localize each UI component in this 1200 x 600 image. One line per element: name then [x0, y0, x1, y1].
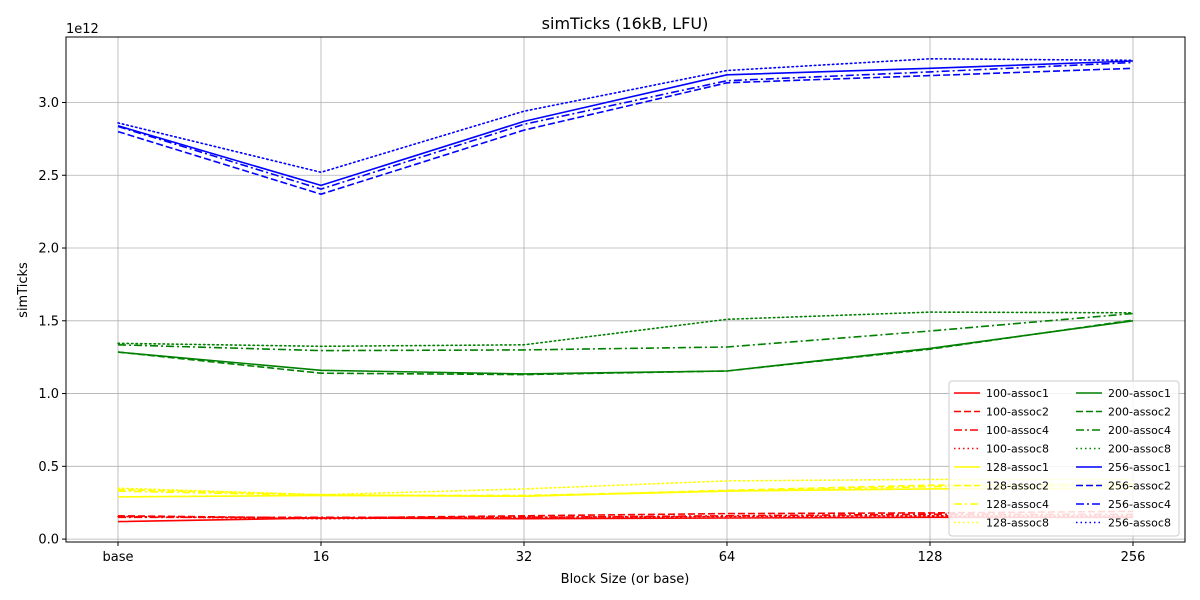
y-tick-label: 0.0 — [38, 533, 59, 548]
x-tick-label: 32 — [516, 550, 533, 565]
legend-label: 128-assoc8 — [986, 517, 1049, 530]
plot-frame — [65, 36, 1186, 543]
y-tick-label: 3.0 — [38, 96, 59, 111]
series-line-200-assoc4 — [117, 312, 1134, 352]
legend-label: 256-assoc4 — [1108, 498, 1171, 511]
series-line-256-assoc8 — [117, 57, 1134, 174]
x-tick-label: 16 — [313, 550, 330, 565]
x-tick-label: 64 — [719, 550, 736, 565]
y-tick-label: 2.5 — [38, 169, 59, 184]
y-axis-title: simTicks — [16, 262, 31, 318]
legend-label: 200-assoc2 — [1108, 406, 1171, 419]
legend-label: 256-assoc2 — [1108, 480, 1171, 493]
series-line-200-assoc1 — [117, 320, 1134, 375]
series-line-256-assoc1 — [117, 60, 1134, 187]
y-tick-label: 1.5 — [38, 314, 59, 329]
series-line-200-assoc8 — [117, 311, 1134, 348]
y-tick-label: 0.5 — [38, 460, 59, 475]
series-line-256-assoc4 — [117, 61, 1134, 190]
legend-label: 200-assoc4 — [1108, 424, 1171, 437]
x-tick-label: 128 — [918, 550, 943, 565]
legend-label: 100-assoc4 — [986, 424, 1049, 437]
y-tick-label: 2.0 — [38, 242, 59, 257]
series-line-100-assoc4 — [118, 513, 1133, 519]
legend: 100-assoc1 100-assoc2 100-assoc4 100-assoc8… — [948, 380, 1180, 537]
legend-label: 100-assoc8 — [986, 443, 1049, 456]
x-tick-label: 256 — [1121, 550, 1146, 565]
legend-label: 100-assoc1 — [986, 387, 1049, 400]
chart-title: simTicks (16kB, LFU) — [542, 14, 709, 33]
legend-label: 200-assoc8 — [1108, 443, 1171, 456]
legend-label: 128-assoc1 — [986, 461, 1049, 474]
series-line-200-assoc2 — [117, 319, 1134, 376]
legend-box — [948, 380, 1180, 537]
y-offset-label: 1e12 — [66, 22, 99, 37]
y-tick-label: 1.0 — [38, 387, 59, 402]
series-line-256-assoc2 — [117, 67, 1134, 195]
legend-label: 200-assoc1 — [1108, 387, 1171, 400]
legend-label: 256-assoc1 — [1108, 461, 1171, 474]
legend-label: 128-assoc4 — [986, 498, 1049, 511]
series-line-128-assoc4 — [117, 484, 1134, 497]
ticks: base 16 32 64 128 256 0.0 0.5 1.0 1.5 2.0 2.5 3.0 — [38, 96, 1145, 565]
legend-label: 100-assoc2 — [986, 406, 1049, 419]
legend-label: 256-assoc8 — [1108, 517, 1171, 530]
legend-label: 128-assoc2 — [986, 480, 1049, 493]
x-tick-label: base — [103, 550, 134, 565]
x-axis-title: Block Size (or base) — [561, 572, 690, 587]
